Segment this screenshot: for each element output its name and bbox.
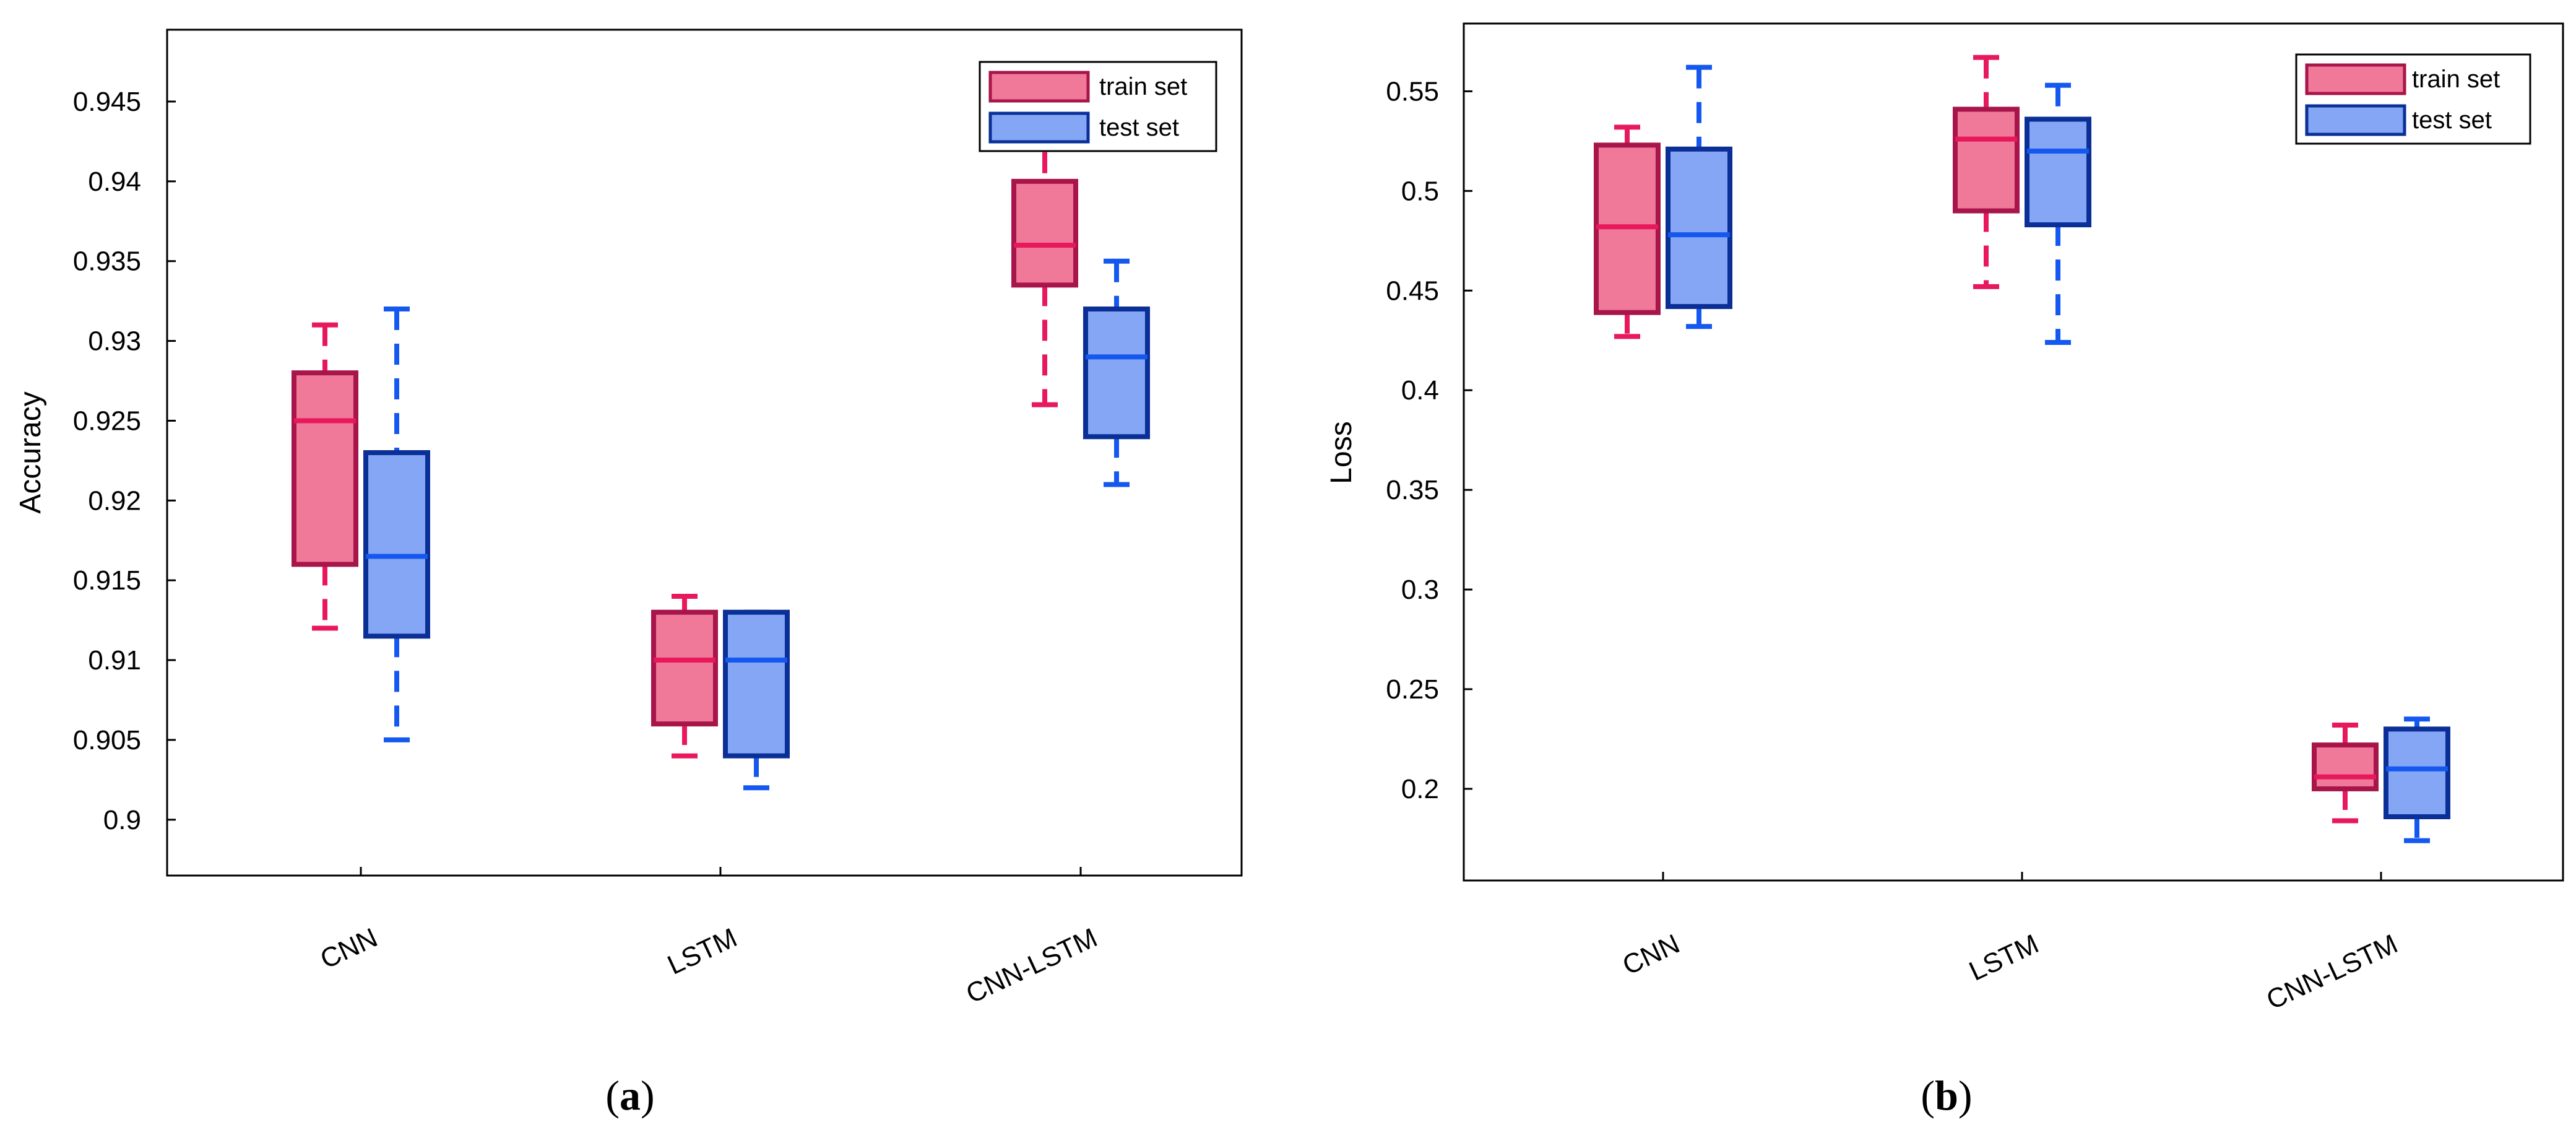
panel-b-box-train: [2312, 722, 2379, 824]
panel-b-y-tick-label: 0.4: [1401, 375, 1439, 406]
iqr-box: [2312, 742, 2379, 791]
iqr-box: [1011, 178, 1078, 288]
panel-a-legend-test-swatch: [988, 111, 1090, 144]
iqr-box: [2384, 726, 2450, 820]
panel-b-y-tick-label: 0.55: [1386, 76, 1439, 107]
iqr-box: [363, 450, 430, 639]
panel-b-plot-frame: [1463, 22, 2564, 882]
iqr-box: [723, 609, 790, 759]
panel-b-box-test: [2025, 82, 2091, 345]
panel-b-y-ticks: 0.2 0.25 0.3 0.35 0.4 0.45 0.5 0.55: [1386, 76, 1472, 804]
panel-a-plot-frame: [166, 28, 1243, 877]
panel-a-y-tick-label: 0.93: [88, 326, 141, 357]
panel-b-y-tick-label: 0.45: [1386, 276, 1439, 306]
panel-b-loss-chart: Loss 0.20.250.30.350.40.450.50.55 CNN LST…: [1325, 22, 2564, 1119]
panel-a-box-train: [651, 593, 718, 759]
panel-b-y-tick-label: 0.2: [1401, 774, 1439, 804]
iqr-box: [651, 609, 718, 727]
panel-b-y-tick-label: 0.25: [1386, 674, 1439, 705]
iqr-box: [2025, 116, 2091, 228]
panel-b-caption: (b): [1921, 1072, 1972, 1119]
panel-a-box-train: [1011, 115, 1078, 407]
iqr-box: [1083, 307, 1150, 440]
panel-b-box-test: [2384, 716, 2450, 843]
panel-a-y-ticks: 0.9 0.905 0.91 0.915 0.92 0.925 0.93 0.935 0.94 0…: [73, 87, 176, 835]
panel-b-y-tick-label: 0.3: [1401, 575, 1439, 605]
panel-b-box-test: [1666, 64, 1732, 329]
panel-a-y-tick-label: 0.905: [73, 725, 141, 755]
panel-a-y-axis-label: Accuracy: [14, 391, 47, 513]
panel-b-y-tick-label: 0.35: [1386, 475, 1439, 505]
panel-a-legend-test-label: test set: [1099, 114, 1179, 141]
panel-a-y-tick-label: 0.925: [73, 406, 141, 436]
panel-a-accuracy-chart: Accuracy 0.90.9050.910.9150.920.9250.930…: [14, 28, 1243, 1119]
panel-a-box-test: [1083, 258, 1150, 487]
panel-a-legend: train set test set: [979, 61, 1217, 152]
panel-a-y-tick-label: 0.935: [73, 246, 141, 277]
panel-b-y-axis-label: Loss: [1325, 421, 1358, 484]
panel-a-y-tick-label: 0.92: [88, 485, 141, 516]
panel-b-legend-test-label: test set: [2412, 107, 2492, 134]
panel-b-legend-test-swatch: [2305, 104, 2406, 136]
panel-a-box-test: [723, 609, 790, 791]
panel-b-legend-train-label: train set: [2412, 66, 2500, 93]
panel-a-y-tick-label: 0.945: [73, 87, 141, 117]
panel-b-legend-train-swatch: [2305, 63, 2406, 95]
iqr-box: [1666, 146, 1732, 310]
panel-b-y-tick-label: 0.5: [1401, 176, 1439, 206]
panel-a-legend-train-label: train set: [1099, 73, 1187, 100]
panel-a-legend-train-swatch: [988, 71, 1090, 103]
panel-a-y-tick-label: 0.9: [103, 805, 141, 835]
iqr-box: [292, 370, 358, 567]
panel-a-box-train: [292, 322, 358, 631]
panel-a-caption: (a): [605, 1072, 654, 1119]
panel-b-boxes: [1594, 54, 2450, 843]
panel-a-y-tick-label: 0.91: [88, 645, 141, 676]
panel-a-y-tick-label: 0.94: [88, 167, 141, 197]
panel-a-box-test: [363, 307, 430, 742]
panel-b-box-train: [1594, 124, 1661, 339]
panel-b-legend: train set test set: [2295, 53, 2531, 145]
panel-b-box-train: [1953, 54, 2020, 289]
iqr-box: [1953, 107, 2020, 214]
panel-a-boxes: [292, 115, 1150, 791]
panel-a-y-tick-label: 0.915: [73, 565, 141, 596]
